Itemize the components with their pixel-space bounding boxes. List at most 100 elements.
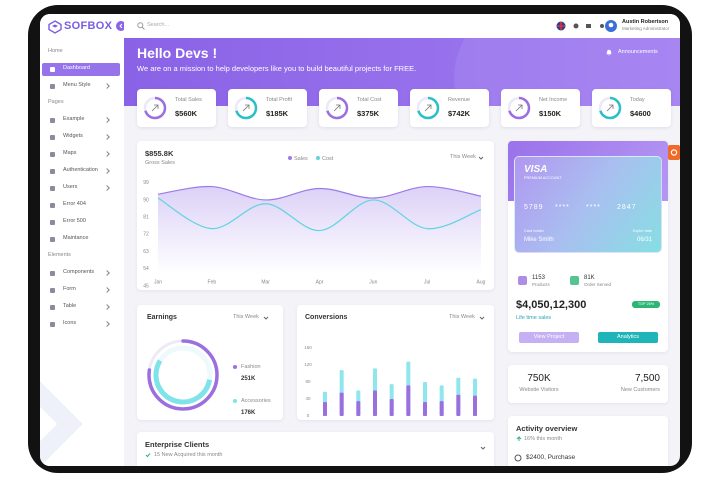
menu-icon — [50, 117, 55, 123]
conversions-card: Conversions This Week 04080120160SMTWTFS… — [297, 305, 494, 420]
arrow — [151, 104, 159, 112]
menu-item[interactable]: Menu Style — [63, 82, 91, 88]
menu-chevron — [104, 83, 110, 89]
stat-value: $742K — [448, 109, 471, 118]
earnings-donut — [147, 339, 219, 411]
settings-button[interactable] — [668, 145, 680, 160]
menu-icon — [50, 168, 55, 174]
earnings-card: Earnings This Week Fashion 251K Accessorie… — [137, 305, 283, 420]
bar — [439, 401, 444, 416]
menu-item[interactable]: Dashboard — [63, 65, 90, 71]
card-stat-value: 1153 — [532, 275, 545, 281]
x-tick-label: Jun — [369, 279, 377, 285]
stat-value: $375K — [357, 109, 380, 118]
menu-icon — [50, 66, 55, 72]
stat-label: Today — [630, 97, 645, 103]
bar — [473, 395, 477, 416]
banner-title: Hello Devs ! — [137, 45, 218, 61]
card-stat-label: Order Served — [584, 282, 612, 287]
enterprise-card: Enterprise Clients 15 New Acquired this … — [137, 432, 494, 466]
bar — [339, 392, 344, 416]
bar — [373, 390, 377, 416]
stat-value: $150K — [539, 109, 562, 118]
stat-label: Net Income — [539, 97, 568, 103]
stat-card: Total Profit $185K — [228, 89, 307, 127]
menu-item[interactable]: Widgets — [63, 133, 83, 139]
sales-badge: TOP 25% — [632, 301, 660, 308]
earnings-title: Earnings — [147, 314, 177, 321]
activity-title: Activity overview — [516, 424, 578, 433]
menu-item[interactable]: Error 500 — [63, 218, 86, 224]
y-tick-label: 80 — [305, 379, 311, 384]
menu-item[interactable]: Authentication — [63, 167, 98, 173]
enterprise-title: Enterprise Clients — [145, 440, 210, 449]
collapse-button[interactable] — [116, 21, 126, 31]
menu-item[interactable]: Maintance — [63, 235, 89, 241]
stat-icon — [234, 96, 258, 120]
y-tick-label: 40 — [305, 396, 311, 401]
bar — [423, 401, 427, 416]
bar — [406, 385, 411, 416]
search-input[interactable]: Search... — [147, 22, 170, 28]
menu-icon — [50, 304, 55, 310]
announcements-button[interactable]: Announcements — [618, 49, 658, 55]
top-bar: Search... Austin Robertson Marketing Adm… — [124, 14, 680, 38]
stat-value: $560K — [175, 109, 198, 118]
timeline-dot — [514, 454, 522, 462]
avatar[interactable] — [605, 20, 617, 32]
ring-arc — [325, 96, 349, 120]
menu-item[interactable]: Components — [63, 269, 95, 275]
chevron[interactable] — [480, 445, 486, 451]
arrow — [424, 104, 432, 112]
y-tick-label: 54 — [143, 266, 149, 272]
chevron — [263, 316, 269, 320]
header-icons — [556, 21, 604, 31]
activity-card: Activity overview 16% this month $2400, … — [508, 416, 668, 466]
menu-item[interactable]: Form — [63, 286, 76, 292]
y-tick-label: 72 — [143, 232, 149, 238]
x-tick-label: Feb — [208, 279, 217, 285]
stat-label: Revenue — [448, 97, 471, 103]
gross-sales-chart: 99 90 81 72 63 54 45 Jan Feb Mar Apr Jun Jul Aug Sales… — [143, 156, 485, 289]
menu-item[interactable]: Example — [63, 116, 85, 122]
analytics-button[interactable]: Analytics — [598, 332, 658, 343]
period-select[interactable]: This Week — [233, 314, 259, 320]
card-number-group: **** — [555, 204, 570, 211]
menu-item[interactable]: Error 404 — [63, 201, 86, 207]
activity-item: $2400, Purchase — [526, 454, 576, 461]
bar — [456, 394, 461, 416]
view-project-button[interactable]: View Project — [519, 332, 579, 343]
card-stat-label: Products — [532, 282, 550, 287]
card-number-group: 2847 — [617, 204, 637, 211]
stat-icon — [325, 96, 349, 120]
section-title: Elements — [48, 252, 71, 258]
visitor-value: 750K — [527, 373, 551, 384]
card-number-group: **** — [586, 204, 601, 211]
section-title: Pages — [48, 99, 64, 105]
menu-item[interactable]: Icons — [63, 320, 77, 326]
period-select[interactable]: This Week — [450, 154, 476, 160]
arrow — [515, 104, 523, 112]
menu-icon — [50, 151, 55, 157]
line — [157, 185, 482, 201]
bell-icon — [606, 49, 612, 56]
menu-chevron — [104, 287, 110, 293]
trend-icon — [516, 436, 522, 441]
conversions-title: Conversions — [305, 314, 348, 321]
stat-value: $4600 — [630, 109, 651, 118]
arrow — [333, 104, 341, 112]
period-select[interactable]: This Week — [449, 314, 475, 320]
x-tick-label: Jul — [424, 279, 430, 285]
stat-icon — [598, 96, 622, 120]
menu-item[interactable]: Users — [63, 184, 78, 190]
visitor-label: New Customers — [620, 387, 660, 393]
y-tick-label: 63 — [143, 249, 149, 255]
chevron — [479, 316, 485, 320]
x-tick-label: Apr — [316, 279, 324, 285]
earnings-value: 176K — [241, 410, 256, 416]
bar — [389, 399, 394, 416]
y-tick-label: 99 — [143, 180, 149, 186]
menu-item[interactable]: Table — [63, 303, 77, 309]
menu-chevron — [104, 134, 110, 140]
menu-item[interactable]: Maps — [63, 150, 77, 156]
